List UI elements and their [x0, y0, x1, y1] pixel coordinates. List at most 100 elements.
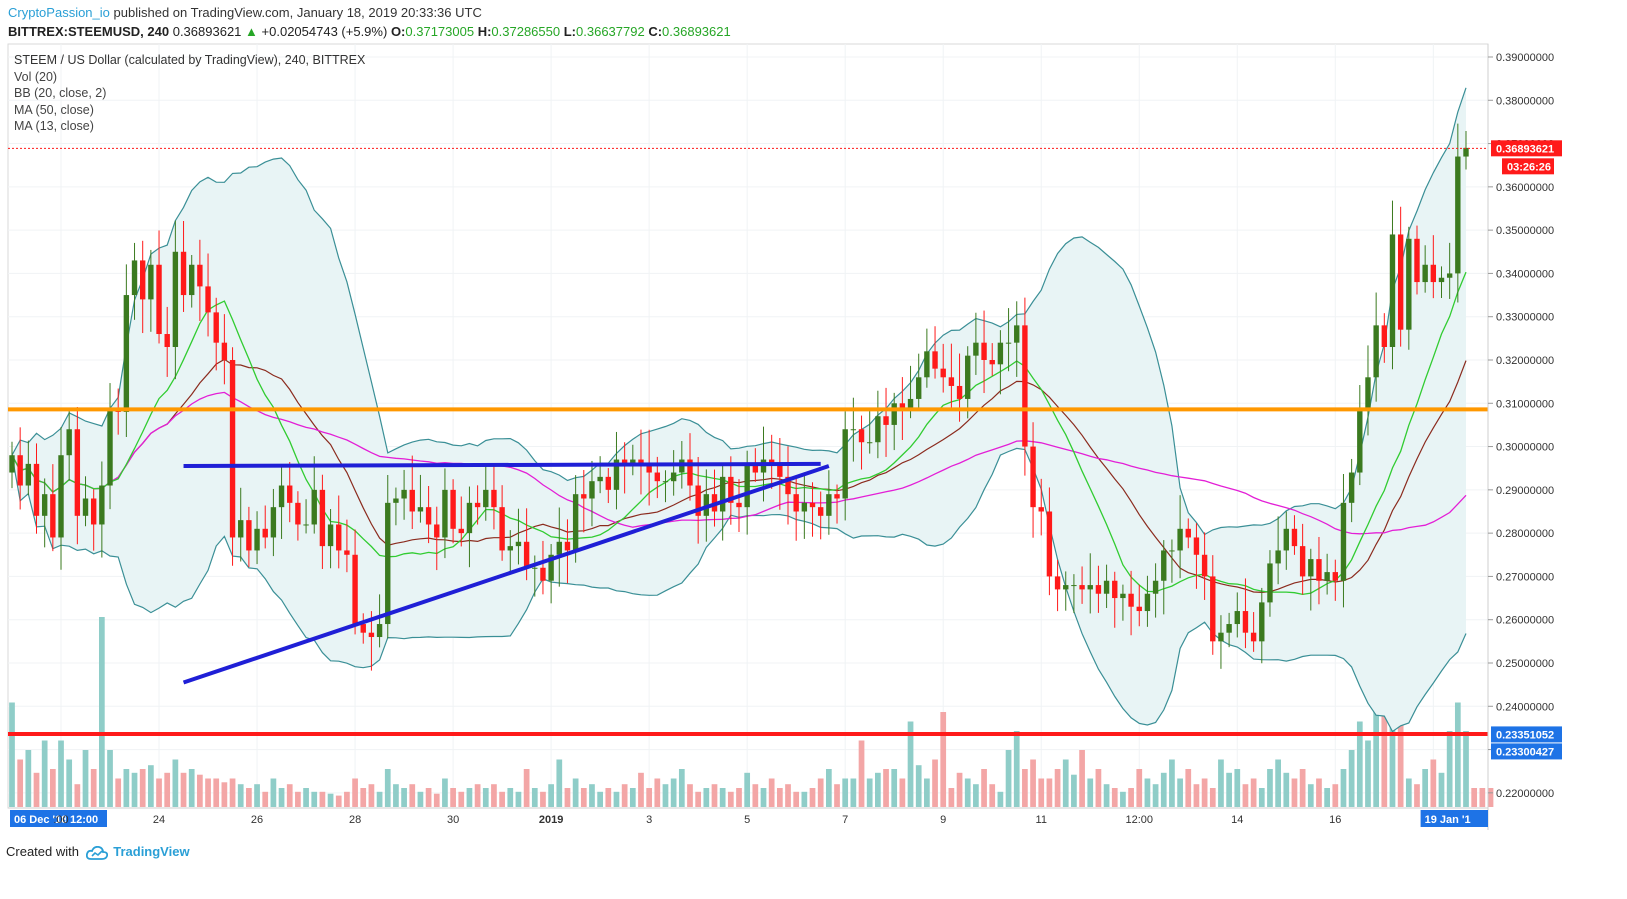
- tradingview-cloud-icon: [85, 845, 108, 860]
- volume-bar: [1030, 759, 1036, 807]
- candle-body: [932, 351, 938, 369]
- time-tick-label: 30: [447, 814, 459, 826]
- price-tick-label: 0.31000000: [1496, 398, 1554, 410]
- volume-bar: [531, 788, 538, 807]
- candle-body: [1250, 632, 1257, 642]
- volume-bar: [703, 788, 710, 807]
- candle-body: [1063, 585, 1069, 590]
- volume-bar: [1013, 731, 1020, 807]
- volume-bar: [229, 778, 236, 807]
- candle-body: [262, 528, 268, 538]
- legend-item-ma13: MA (13, close): [14, 119, 94, 133]
- time-label-box: [10, 810, 84, 827]
- header: CryptoPassion_io published on TradingVie…: [0, 0, 1627, 44]
- price-chart[interactable]: 0.390000000.380000000.370000000.36000000…: [0, 0, 1627, 840]
- candle-body: [556, 541, 562, 555]
- volume-bar: [825, 769, 832, 807]
- volume-bar: [221, 782, 228, 807]
- candle-body: [1095, 585, 1102, 594]
- candle-body: [131, 260, 138, 296]
- candle-body: [123, 295, 130, 412]
- candle-body: [1120, 593, 1126, 599]
- volume-bar: [213, 778, 220, 807]
- volume-bar: [376, 791, 383, 807]
- candle-body: [1438, 277, 1445, 283]
- volume-bar: [1177, 778, 1183, 807]
- price-tick-label: 0.35000000: [1496, 225, 1554, 237]
- candle-body: [1414, 238, 1420, 283]
- candle-body: [74, 429, 81, 516]
- candle-body: [826, 494, 832, 516]
- candle-body: [1144, 593, 1151, 612]
- candle-body: [662, 481, 669, 483]
- close-label: C:: [648, 24, 663, 39]
- candle-body: [1201, 554, 1208, 577]
- candle-body: [1185, 528, 1191, 538]
- volume-bar: [842, 778, 849, 807]
- volume-bar: [1242, 784, 1249, 807]
- candle-body: [793, 494, 799, 512]
- candle-body: [646, 463, 652, 473]
- candle-body: [1365, 377, 1371, 408]
- volume-bar: [752, 784, 759, 807]
- volume-bar: [474, 784, 481, 807]
- volume-bar: [1234, 769, 1241, 807]
- volume-bar: [1193, 784, 1200, 807]
- volume-bar: [433, 793, 440, 807]
- time-tick-label: 7: [842, 814, 848, 826]
- candle-body: [1161, 550, 1167, 581]
- volume-bar: [638, 772, 644, 807]
- volume-bar: [491, 784, 497, 807]
- candle-body: [1112, 580, 1118, 599]
- candle-body: [1455, 156, 1461, 274]
- candle-body: [989, 359, 995, 365]
- candle-body: [924, 351, 930, 378]
- volume-bar: [654, 778, 661, 807]
- price-tick-label: 0.32000000: [1496, 355, 1554, 367]
- volume-bar: [139, 769, 146, 807]
- volume-bar: [875, 772, 881, 807]
- candle-body: [1340, 502, 1347, 581]
- candle-body: [1046, 511, 1053, 577]
- candle-body: [801, 502, 808, 512]
- candle-body: [1463, 147, 1469, 157]
- volume-bar: [246, 788, 252, 807]
- tradingview-brand[interactable]: TradingView: [113, 844, 190, 859]
- open-label: O:: [390, 24, 406, 39]
- open-value: 0.37173005: [405, 24, 475, 39]
- volume-bar: [1454, 702, 1461, 807]
- volume-bar: [850, 778, 857, 807]
- candle-body: [172, 251, 179, 348]
- volume-bar: [1054, 769, 1061, 807]
- volume-bar: [1185, 769, 1192, 807]
- candle-body: [33, 463, 40, 516]
- volume-bar: [891, 769, 898, 807]
- volume-bar: [646, 788, 653, 807]
- candle-body: [850, 429, 857, 431]
- candle-body: [189, 264, 195, 296]
- volume-bar: [1479, 788, 1486, 807]
- candle-body: [670, 472, 677, 482]
- candle-body: [1128, 593, 1134, 607]
- time-tick-label: 5: [744, 814, 750, 826]
- volume-bar: [295, 791, 301, 807]
- volume-bar: [858, 740, 865, 807]
- candle-body: [752, 463, 759, 473]
- candle-body: [572, 494, 579, 551]
- candle-body: [1332, 572, 1338, 581]
- candle-body: [1169, 550, 1175, 552]
- candle-body: [1005, 342, 1012, 344]
- time-label-box: [1420, 810, 1488, 827]
- candle-body: [295, 502, 301, 525]
- candle-body: [1275, 550, 1281, 564]
- candle-body: [916, 377, 922, 399]
- candle-body: [1430, 264, 1437, 283]
- author-link[interactable]: CryptoPassion_io: [8, 5, 110, 20]
- volume-bar: [768, 778, 775, 807]
- volume-bar: [17, 759, 24, 807]
- volume-bar: [1005, 750, 1012, 807]
- candle-body: [1406, 238, 1412, 330]
- volume-bar: [1103, 784, 1110, 807]
- volume-bar: [678, 769, 685, 807]
- volume-bar: [442, 778, 448, 807]
